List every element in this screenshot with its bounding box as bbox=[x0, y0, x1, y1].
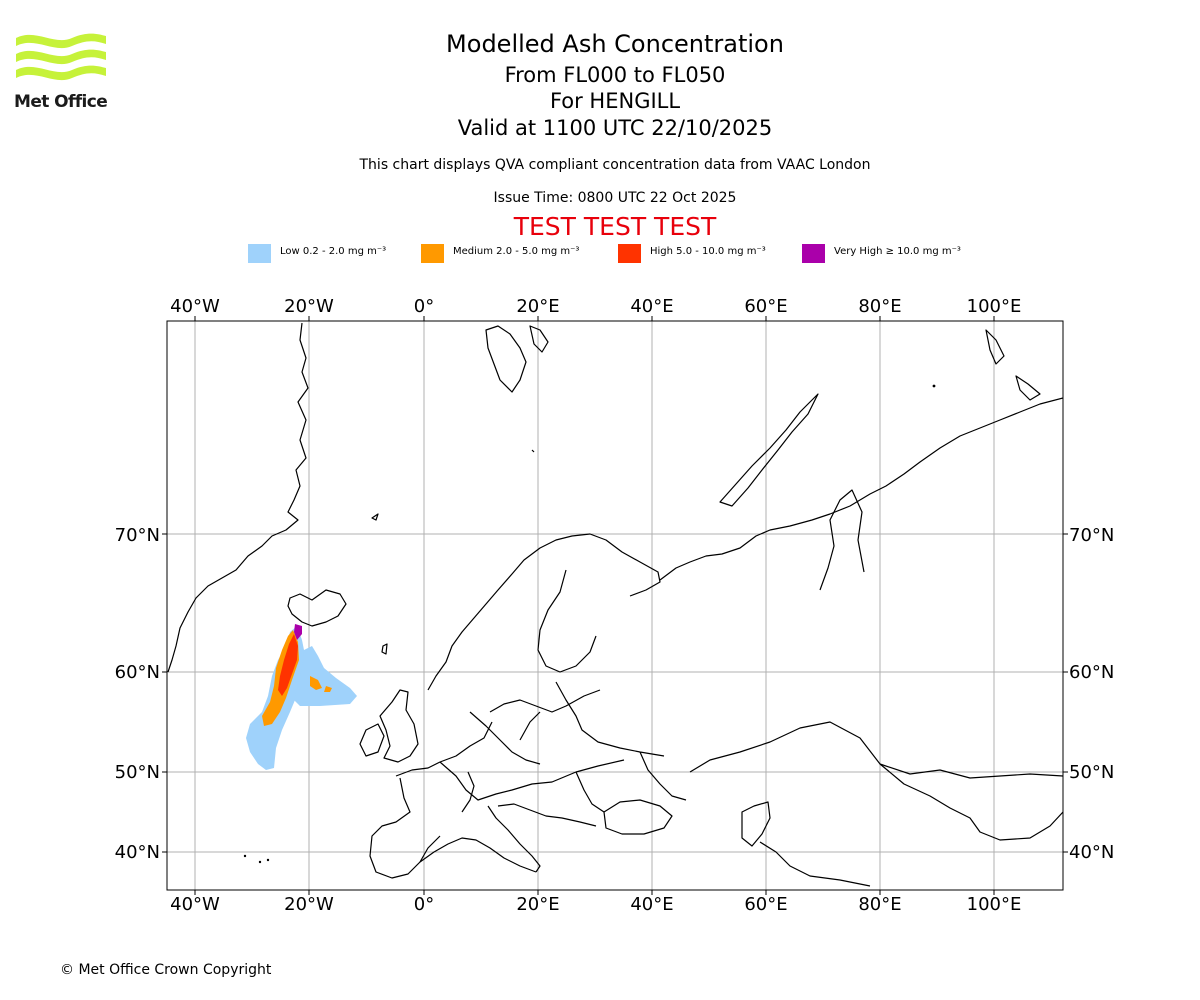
volcano-name: For HENGILL bbox=[549, 89, 681, 113]
legend-swatch-medium bbox=[421, 244, 444, 263]
lat-label-left-60n: 60°N bbox=[115, 662, 160, 683]
map-content bbox=[167, 321, 1063, 890]
chart-title: Modelled Ash Concentration bbox=[446, 30, 784, 58]
lat-label-right-70n: 70°N bbox=[1069, 525, 1114, 546]
lat-label-left-50n: 50°N bbox=[115, 762, 160, 783]
lat-labels-left: 70°N 60°N 50°N 40°N bbox=[115, 525, 160, 863]
coastlines bbox=[167, 322, 1063, 887]
lat-label-left-70n: 70°N bbox=[115, 525, 160, 546]
lon-label-top-60e: 60°E bbox=[744, 296, 787, 317]
lon-label-bottom-100e: 100°E bbox=[967, 894, 1022, 915]
lat-label-right-40n: 40°N bbox=[1069, 842, 1114, 863]
legend-label-low: Low 0.2 - 2.0 mg m⁻³ bbox=[280, 246, 387, 257]
ash-medium-area-east2 bbox=[324, 686, 332, 692]
copyright-notice: © Met Office Crown Copyright bbox=[60, 962, 272, 978]
lon-label-top-40w: 40°W bbox=[170, 296, 220, 317]
lon-label-top-0: 0° bbox=[414, 296, 434, 317]
lon-label-bottom-0: 0° bbox=[414, 894, 434, 915]
qva-note: This chart displays QVA compliant concen… bbox=[359, 157, 871, 173]
legend-label-very-high: Very High ≥ 10.0 mg m⁻³ bbox=[834, 246, 961, 257]
lon-label-bottom-40e: 40°E bbox=[630, 894, 673, 915]
lon-label-bottom-80e: 80°E bbox=[858, 894, 901, 915]
ash-very-high-area bbox=[294, 624, 302, 640]
valid-time: Valid at 1100 UTC 22/10/2025 bbox=[457, 116, 773, 140]
ash-low-area-east bbox=[294, 646, 357, 706]
legend-swatch-high bbox=[618, 244, 641, 263]
lon-labels-top: 40°W 20°W 0° 20°E 40°E 60°E 80°E 100°E bbox=[170, 296, 1021, 317]
flight-level-range: From FL000 to FL050 bbox=[504, 63, 726, 87]
lon-label-top-20w: 20°W bbox=[284, 296, 334, 317]
issue-time: Issue Time: 0800 UTC 22 Oct 2025 bbox=[493, 190, 737, 206]
lon-label-bottom-60e: 60°E bbox=[744, 894, 787, 915]
legend-label-medium: Medium 2.0 - 5.0 mg m⁻³ bbox=[453, 246, 580, 257]
small-islands bbox=[243, 384, 936, 864]
tick-marks bbox=[162, 316, 1068, 895]
legend-label-high: High 5.0 - 10.0 mg m⁻³ bbox=[650, 246, 766, 257]
ash-medium-area-east bbox=[310, 676, 322, 690]
lat-label-right-60n: 60°N bbox=[1069, 662, 1114, 683]
legend-swatch-low bbox=[248, 244, 271, 263]
lon-label-bottom-20w: 20°W bbox=[284, 894, 334, 915]
ash-plume bbox=[246, 624, 357, 770]
lat-label-right-50n: 50°N bbox=[1069, 762, 1114, 783]
legend-swatch-very-high bbox=[802, 244, 825, 263]
lon-labels-bottom: 40°W 20°W 0° 20°E 40°E 60°E 80°E 100°E bbox=[170, 894, 1021, 915]
met-office-logo: Met Office bbox=[14, 30, 110, 112]
lon-label-bottom-40w: 40°W bbox=[170, 894, 220, 915]
lon-label-top-100e: 100°E bbox=[967, 296, 1022, 317]
test-banner: TEST TEST TEST bbox=[513, 212, 717, 241]
ash-high-area bbox=[278, 634, 298, 696]
graticule bbox=[167, 321, 1063, 890]
met-office-logo-waves bbox=[16, 33, 106, 81]
lon-label-bottom-20e: 20°E bbox=[516, 894, 559, 915]
lon-label-top-20e: 20°E bbox=[516, 296, 559, 317]
lat-label-left-40n: 40°N bbox=[115, 842, 160, 863]
lat-labels-right: 70°N 60°N 50°N 40°N bbox=[1069, 525, 1114, 863]
met-office-logo-text: Met Office bbox=[14, 92, 108, 112]
lon-label-top-80e: 80°E bbox=[858, 296, 901, 317]
lon-label-top-40e: 40°E bbox=[630, 296, 673, 317]
map-frame bbox=[166, 320, 1064, 891]
